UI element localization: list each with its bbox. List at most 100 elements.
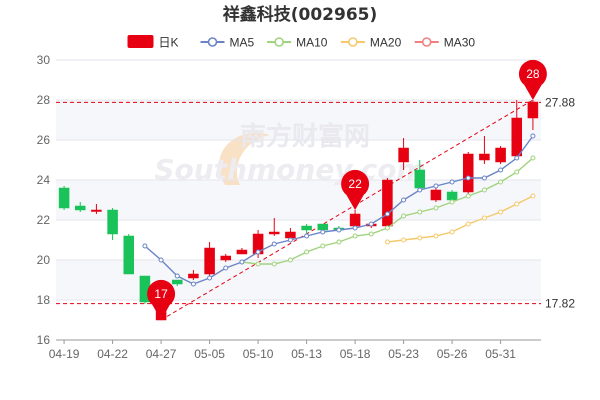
x-tick-label: 05-23 bbox=[388, 347, 419, 361]
ma5-point bbox=[223, 265, 229, 271]
price-pins: 17 22 28 bbox=[147, 59, 547, 320]
ma5-point bbox=[207, 275, 213, 281]
candle-body bbox=[123, 235, 135, 275]
pin-marker-icon bbox=[341, 169, 370, 210]
legend-item-ma5[interactable]: MA5 bbox=[200, 36, 255, 50]
price-pin: 17 bbox=[147, 279, 176, 320]
legend-marker-icon bbox=[421, 37, 432, 47]
price-pin: 22 bbox=[341, 169, 370, 210]
candle-body bbox=[220, 255, 232, 261]
y-tick-label: 18 bbox=[37, 293, 51, 307]
ma10-point bbox=[514, 169, 520, 175]
candle bbox=[58, 186, 70, 210]
y-axis: 16 18 20 22 24 26 28 30 bbox=[37, 53, 51, 347]
ma10-point bbox=[530, 155, 536, 161]
ma10-point bbox=[449, 199, 455, 205]
candle-body bbox=[446, 191, 458, 201]
ma5-point bbox=[449, 179, 455, 185]
candle-body bbox=[414, 169, 426, 189]
x-tick-label: 04-27 bbox=[146, 347, 177, 361]
ma10-point bbox=[401, 213, 407, 219]
candle bbox=[204, 242, 215, 278]
ma20-point bbox=[449, 229, 455, 235]
ma5-point bbox=[304, 233, 310, 239]
ma5-point bbox=[514, 155, 520, 161]
legend[interactable]: 日K MA5 MA10 MA20 MA30 bbox=[127, 35, 476, 50]
candle-body bbox=[171, 279, 183, 285]
candle bbox=[220, 254, 232, 262]
candle-body bbox=[511, 117, 523, 157]
legend-item-kline[interactable]: 日K bbox=[127, 35, 179, 50]
chart-title: 祥鑫科技(002965) bbox=[223, 4, 378, 25]
ma5-point bbox=[433, 183, 439, 189]
candle-body bbox=[268, 231, 280, 235]
legend-label: MA20 bbox=[370, 36, 402, 50]
legend-marker-icon bbox=[348, 37, 358, 47]
ma5-series bbox=[142, 133, 536, 287]
x-tick-label: 04-19 bbox=[49, 347, 80, 361]
ma20-point bbox=[401, 237, 407, 243]
y-tick-label: 16 bbox=[37, 333, 51, 347]
ma5-point bbox=[481, 175, 487, 181]
ma20-point bbox=[465, 221, 471, 227]
price-pin: 28 bbox=[518, 59, 547, 100]
x-tick-label: 05-05 bbox=[194, 347, 225, 361]
ma5-point bbox=[417, 187, 423, 193]
ma20-line bbox=[387, 195, 534, 243]
candle-body bbox=[317, 223, 329, 231]
ma20-point bbox=[481, 215, 487, 221]
candle bbox=[188, 270, 199, 280]
y-tick-label: 30 bbox=[37, 53, 51, 67]
candle bbox=[398, 138, 409, 170]
candle bbox=[462, 152, 474, 194]
pin-label: 22 bbox=[348, 177, 362, 191]
x-tick-label: 05-13 bbox=[291, 347, 322, 361]
watermark-text: 南方财富网 bbox=[240, 121, 370, 152]
ma10-point bbox=[320, 243, 326, 249]
plot-band bbox=[56, 180, 541, 220]
candle-body bbox=[236, 249, 248, 255]
candle-body bbox=[74, 205, 86, 211]
candle-body bbox=[349, 213, 361, 227]
legend-label: 日K bbox=[159, 36, 179, 50]
ma10-point bbox=[433, 205, 439, 211]
ma20-point bbox=[514, 201, 520, 207]
ma10-point bbox=[481, 187, 487, 193]
x-tick-label: 05-31 bbox=[485, 347, 516, 361]
x-tick-label: 05-26 bbox=[437, 347, 468, 361]
ma20-point bbox=[530, 193, 536, 199]
ma20-point bbox=[498, 209, 504, 215]
candle bbox=[107, 208, 118, 240]
legend-label: MA5 bbox=[230, 36, 255, 50]
candle-body bbox=[479, 153, 490, 161]
candle bbox=[430, 188, 442, 202]
legend-item-ma10[interactable]: MA10 bbox=[267, 36, 328, 50]
x-axis: 04-19 04-22 04-27 05-05 05-10 05-13 05-18 05-23… bbox=[49, 339, 541, 361]
candle-body bbox=[430, 189, 442, 201]
pin-label: 28 bbox=[526, 67, 540, 81]
candle-body bbox=[527, 101, 539, 119]
trend-line-segment bbox=[160, 99, 534, 321]
ma5-point bbox=[368, 221, 374, 227]
candle bbox=[495, 146, 506, 164]
legend-item-ma30[interactable]: MA30 bbox=[414, 36, 476, 50]
watermark-logo-icon bbox=[219, 132, 270, 185]
candle-body bbox=[285, 231, 296, 239]
legend-item-ma20[interactable]: MA20 bbox=[340, 36, 402, 50]
y-tick-label: 20 bbox=[37, 253, 51, 267]
legend-kline-icon bbox=[127, 35, 154, 48]
legend-label: MA10 bbox=[296, 36, 328, 50]
ma5-point bbox=[174, 273, 180, 279]
y-tick-label: 26 bbox=[37, 133, 51, 147]
candle bbox=[74, 202, 86, 212]
candle bbox=[527, 100, 539, 130]
reference-lines: 27.88 17.82 bbox=[56, 95, 575, 311]
y-tick-label: 24 bbox=[37, 173, 51, 187]
ma20-point bbox=[433, 233, 439, 239]
ma10-point bbox=[287, 257, 293, 263]
ma5-point bbox=[190, 281, 196, 287]
ma5-point bbox=[255, 249, 261, 255]
ma10-point bbox=[384, 225, 390, 231]
candle-body bbox=[462, 153, 474, 193]
